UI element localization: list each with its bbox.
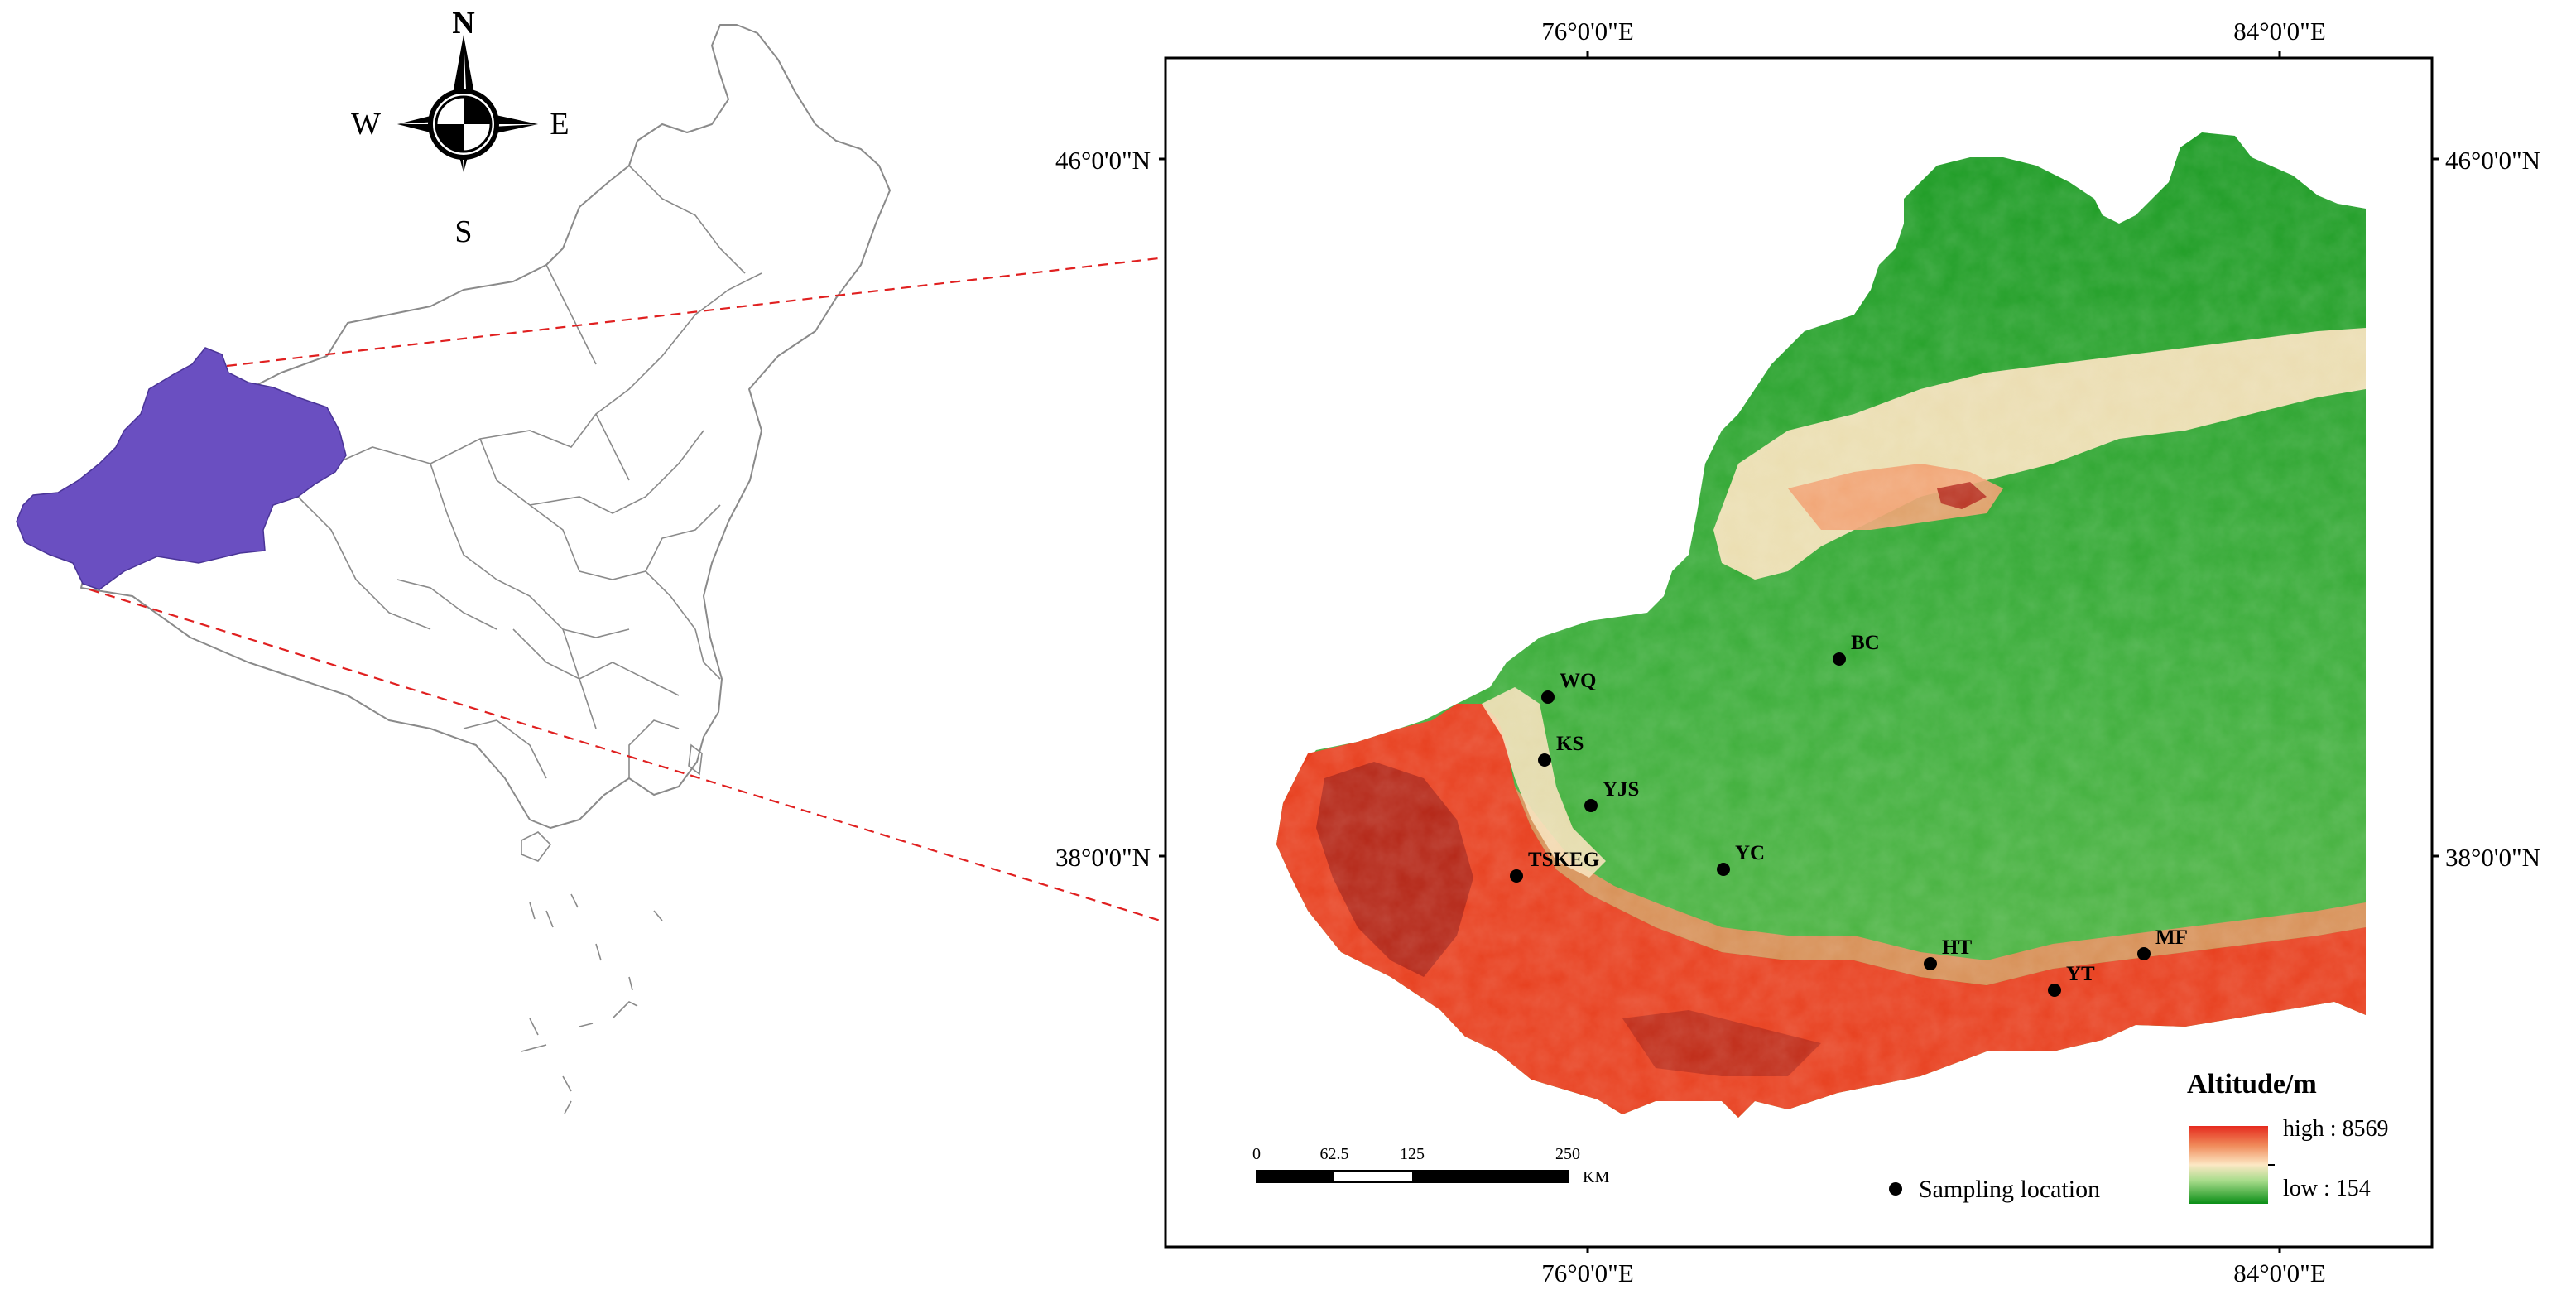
compass-north-label: N xyxy=(452,6,474,41)
left-tick-label: 46°0'0"N xyxy=(1055,146,1151,175)
legend-sampling-label: Sampling location xyxy=(1919,1176,2100,1203)
right-tick-label: 46°0'0"N xyxy=(2445,146,2540,175)
sampling-site-ks[interactable]: KS xyxy=(1538,733,1584,767)
sampling-site-yt[interactable]: YT xyxy=(2048,963,2095,997)
scale-tick-label: 125 xyxy=(1400,1145,1425,1163)
svg-text:BC: BC xyxy=(1851,632,1880,654)
compass-south-label: S xyxy=(454,214,472,249)
svg-text:KS: KS xyxy=(1556,733,1584,755)
scale-tick-label: 0 xyxy=(1252,1145,1261,1163)
scale-bar: 0 62.5 125 250 KM xyxy=(1252,1145,1609,1186)
bottom-tick-label: 84°0'0"E xyxy=(2233,1258,2326,1287)
xinjiang-region-highlight xyxy=(16,347,347,590)
svg-text:YC: YC xyxy=(1735,842,1765,864)
north-arrow-compass: N S W E xyxy=(351,6,570,249)
legend-high-label: high : 8569 xyxy=(2283,1116,2389,1142)
svg-text:MF: MF xyxy=(2155,926,2188,949)
scale-tick-label: 62.5 xyxy=(1320,1145,1349,1163)
map-legend: Altitude/m high : 8569 low : 154 Samplin… xyxy=(1889,1069,2389,1204)
sampling-site-wq[interactable]: WQ xyxy=(1541,670,1596,704)
svg-text:WQ: WQ xyxy=(1560,670,1596,692)
china-outline-map xyxy=(16,24,891,1114)
sampling-site-bc[interactable]: BC xyxy=(1833,632,1880,666)
top-tick-label: 76°0'0"E xyxy=(1541,17,1634,46)
graticule-ticks xyxy=(1159,51,2439,1253)
graticule-labels: 76°0'0"E 84°0'0"E 76°0'0"E 84°0'0"E 46°0… xyxy=(1055,17,2540,1287)
southern-islands xyxy=(521,743,703,1114)
svg-text:YT: YT xyxy=(2066,963,2095,985)
china-outline xyxy=(80,24,891,829)
top-tick-label: 84°0'0"E xyxy=(2233,17,2326,46)
legend-title: Altitude/m xyxy=(2187,1069,2317,1099)
sampling-sites: BC WQ KS YJS YC TSKEG HT YT xyxy=(1510,632,2188,997)
sampling-site-yc[interactable]: YC xyxy=(1717,842,1765,876)
altitude-color-ramp xyxy=(2189,1126,2268,1204)
svg-text:HT: HT xyxy=(1942,936,1972,959)
legend-low-label: low : 154 xyxy=(2283,1176,2371,1201)
legend-sampling-marker xyxy=(1889,1182,1902,1196)
svg-text:TSKEG: TSKEG xyxy=(1528,849,1599,871)
sampling-site-tskeg[interactable]: TSKEG xyxy=(1510,849,1599,883)
elevation-raster xyxy=(1276,132,2366,1118)
sampling-site-mf[interactable]: MF xyxy=(2137,926,2188,960)
province-boundaries xyxy=(248,165,762,779)
compass-east-label: E xyxy=(550,107,569,142)
compass-west-label: W xyxy=(351,107,381,142)
scale-tick-label: 250 xyxy=(1555,1145,1580,1163)
left-tick-label: 38°0'0"N xyxy=(1055,843,1151,872)
scale-unit-label: KM xyxy=(1583,1168,1609,1186)
bottom-tick-label: 76°0'0"E xyxy=(1541,1258,1634,1287)
sampling-site-ht[interactable]: HT xyxy=(1924,936,1972,970)
right-tick-label: 38°0'0"N xyxy=(2445,843,2540,872)
svg-text:YJS: YJS xyxy=(1603,778,1639,801)
sampling-site-yjs[interactable]: YJS xyxy=(1584,778,1639,812)
